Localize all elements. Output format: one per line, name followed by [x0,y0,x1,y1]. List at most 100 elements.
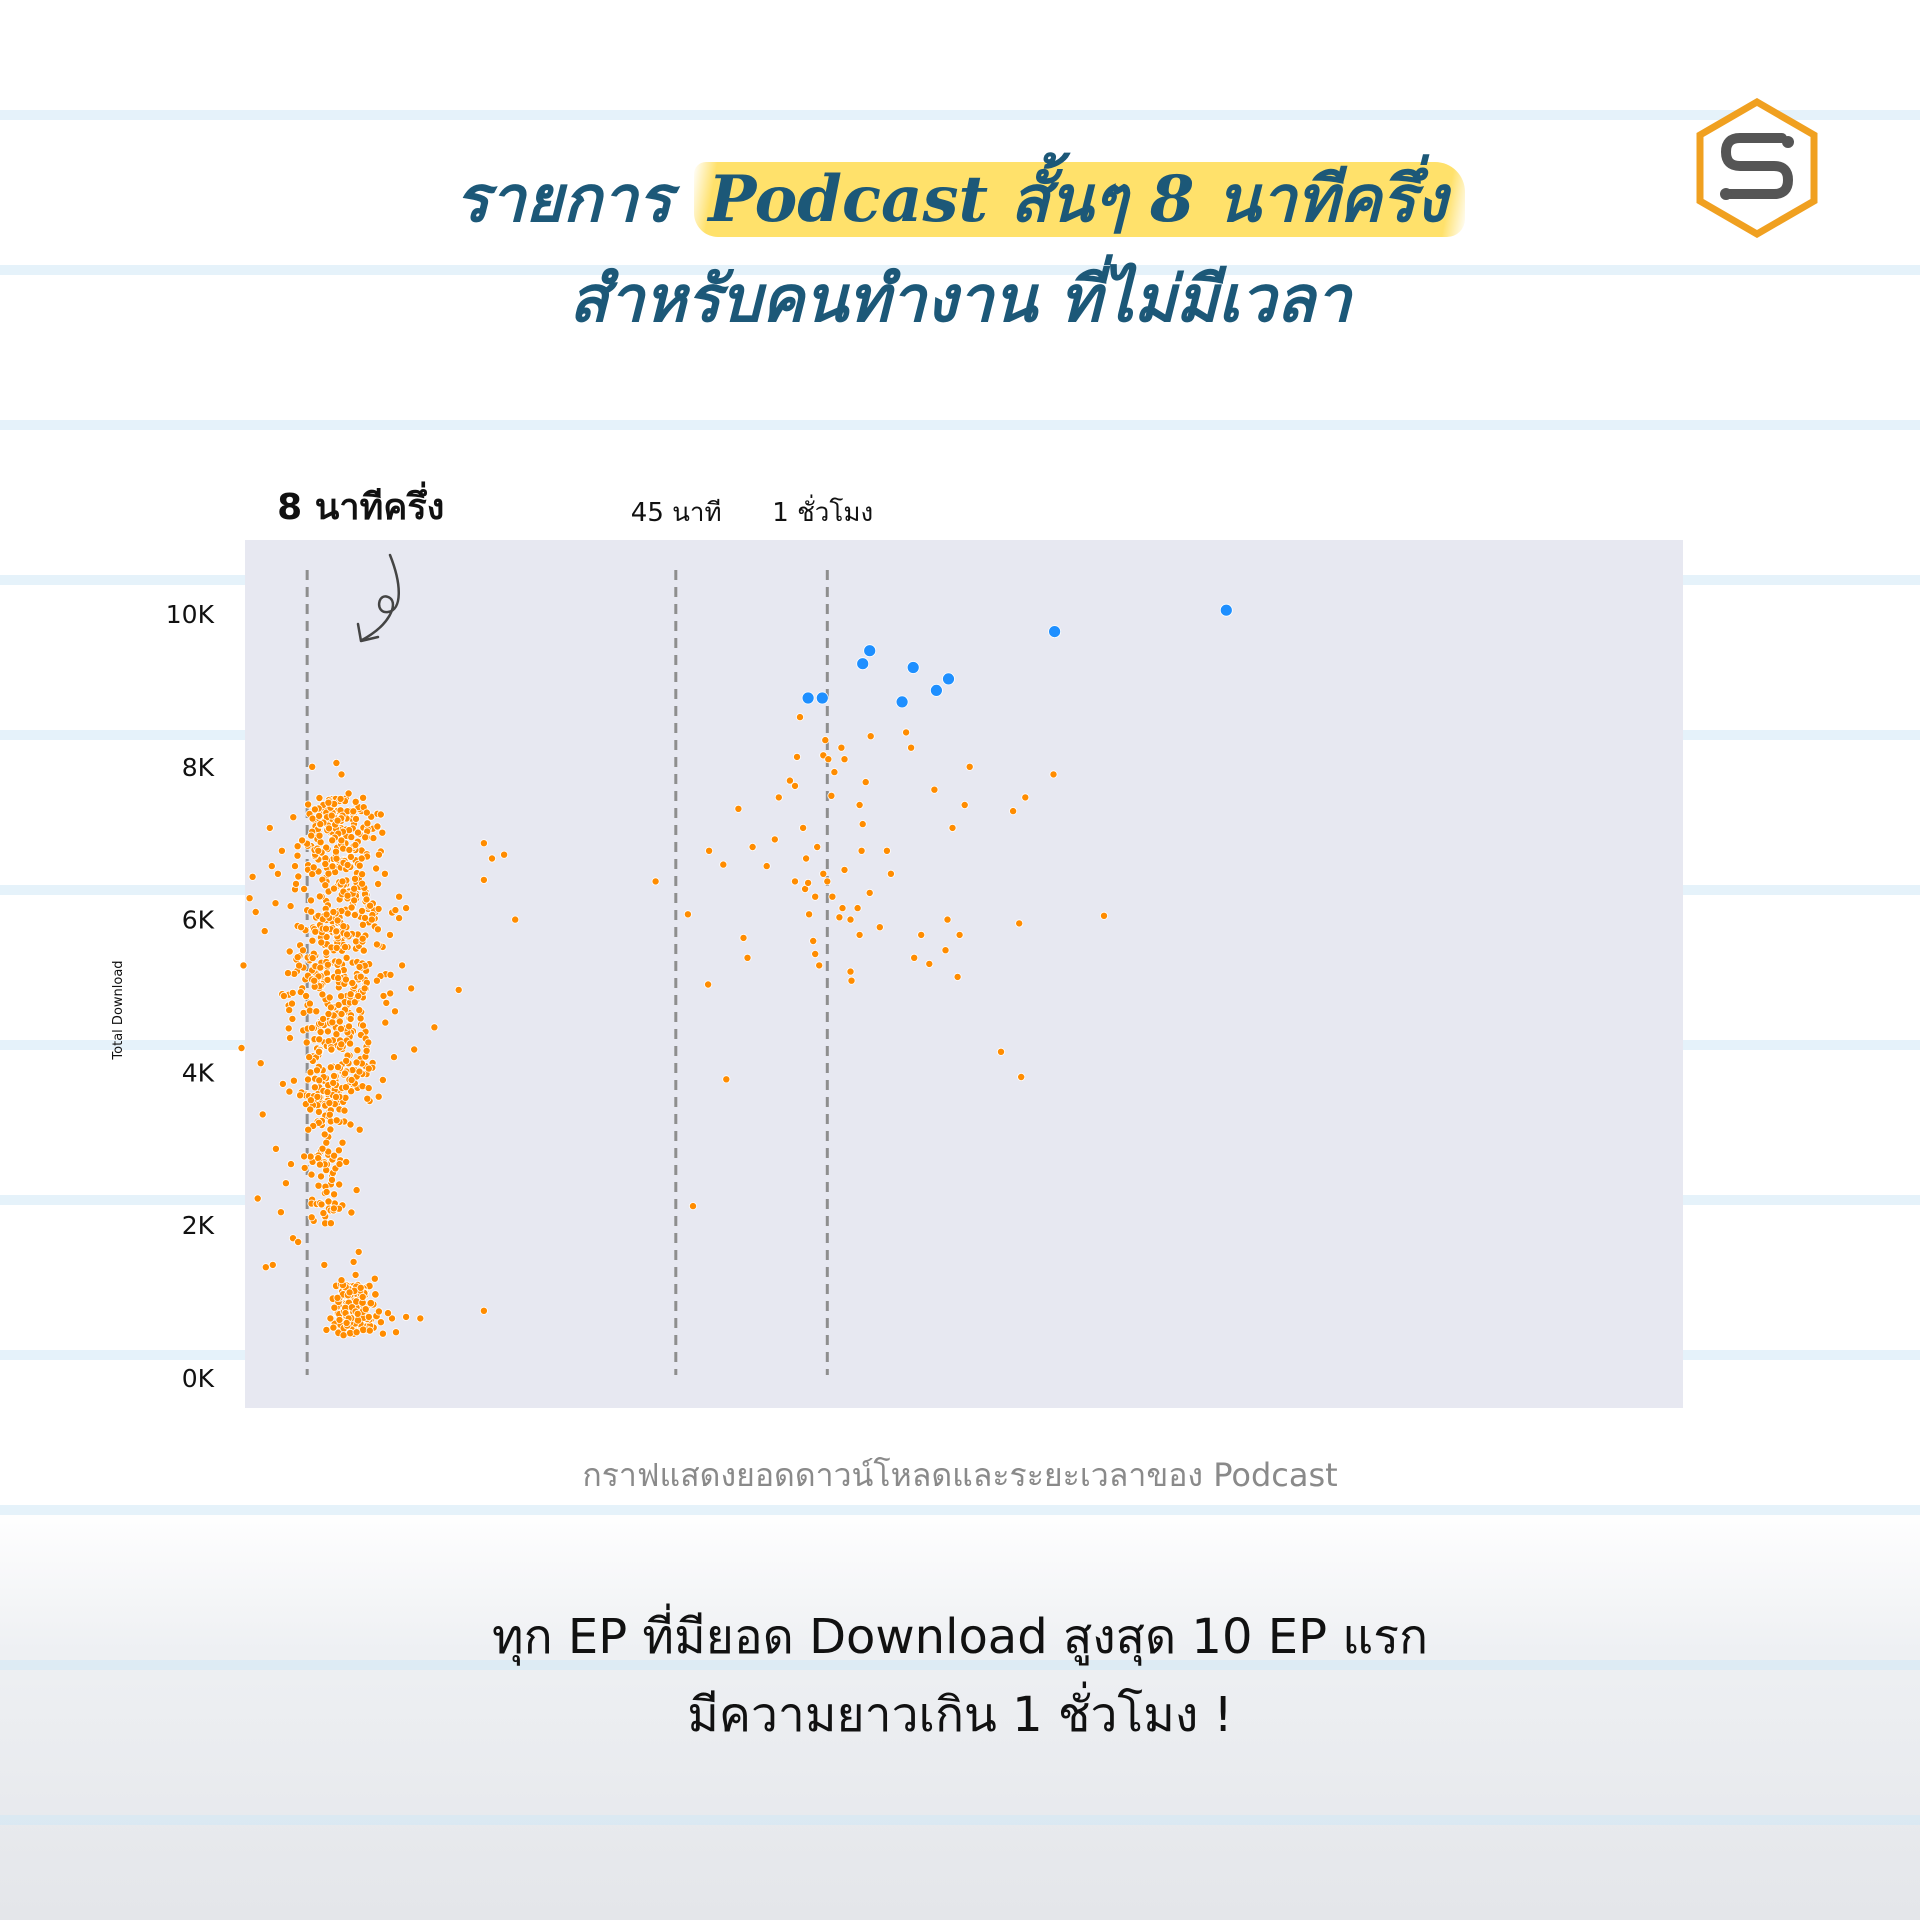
scatter-point [389,1053,398,1062]
scatter-point-top10 [801,691,815,705]
scatter-point-cluster [289,813,298,822]
scatter-point-cluster [327,811,336,820]
scatter-point [402,904,411,913]
scatter-point-cluster [337,992,346,1001]
scatter-point [941,946,950,955]
scatter-point [902,728,911,737]
scatter-point-cluster [353,1046,362,1055]
scatter-point [809,937,818,946]
scatter-point-cluster [306,896,315,905]
scatter-point [857,846,866,855]
scatter-point [325,1099,334,1108]
scatter-point [330,1303,339,1312]
scatter-point-cluster [355,1067,364,1076]
scatter-point [281,1179,290,1188]
scatter-point [374,850,383,859]
scatter-point [838,904,847,913]
scatter-point [813,843,822,852]
scatter-point [278,1079,287,1088]
scatter-point [353,1309,362,1318]
scatter-point-cluster [285,1087,294,1096]
scatter-point-cluster [332,927,341,936]
scatter-point-cluster [329,1204,338,1213]
scatter-point-cluster [378,828,387,837]
scatter-point-cluster [334,957,343,966]
scatter-point [511,915,520,924]
scatter-point [332,759,341,768]
scatter-point [828,892,837,901]
scatter-point [837,743,846,752]
scatter-point [361,1305,370,1314]
scatter-point [774,793,783,802]
scatter-point [297,923,306,932]
scatter-point [487,854,496,863]
scatter-point-cluster [321,924,330,933]
scatter-point-cluster [327,1175,336,1184]
scatter-point-cluster [381,1018,390,1027]
scatter-point [791,781,800,790]
scatter-point-cluster [374,880,383,889]
scatter-point-cluster [337,836,346,845]
scatter-point [907,743,916,752]
summary-line-1: ทุก EP ที่มียอด Download สูงสุด 10 EP แร… [491,1609,1429,1665]
scatter-point [846,967,855,976]
scatter-point-top10 [863,644,877,658]
scatter-point [479,1306,488,1315]
scatter-point [285,1034,294,1043]
scatter-point-cluster [352,1058,361,1067]
scatter-point [333,1293,342,1302]
y-tick-label: 0K [182,1364,215,1393]
scatter-point [347,1076,356,1085]
scatter-point [821,736,830,745]
scatter-point [358,934,367,943]
scatter-point [830,768,839,777]
scatter-point-cluster [373,925,382,934]
scatter-point [886,869,895,878]
scatter-point [312,1007,321,1016]
scatter-point [804,878,813,887]
scatter-point [762,862,771,871]
scatter-point-cluster [310,1083,319,1092]
scatter-point [793,752,802,761]
y-axis-label: Total Download [111,960,126,1060]
scatter-point-cluster [326,1063,335,1072]
scatter-point [811,892,820,901]
scatter-point-cluster [346,1120,355,1129]
scatter-point [245,894,254,903]
scatter-point-cluster [325,1110,334,1119]
scatter-point [362,808,371,817]
arrow-head-icon [356,622,380,643]
scatter-point [719,860,728,869]
scatter-point-top10 [856,657,870,671]
scatter-point-cluster [369,834,378,843]
scatter-point-cluster [307,1213,316,1222]
scatter-point [930,785,939,794]
scatter-point [327,1045,336,1054]
scatter-point-cluster [357,907,366,916]
scatter-point-cluster [322,843,331,852]
y-tick-label: 6K [182,906,215,935]
scatter-point-cluster [350,896,359,905]
scatter-point [846,915,855,924]
scatter-point-cluster [343,861,352,870]
scatter-point-cluster [338,1138,347,1147]
scatter-point-cluster [314,1154,323,1163]
scatter-point [827,791,836,800]
scatter-point [248,872,257,881]
scatter-point-cluster [391,906,400,915]
scatter-point-cluster [285,1006,294,1015]
scatter-point-cluster [305,1006,314,1015]
scatter-point [367,915,376,924]
scatter-point-cluster [333,1063,342,1072]
scatter-point-cluster [373,822,382,831]
scatter-point-cluster [379,991,388,1000]
scatter-point [349,1257,358,1266]
summary-note: ทุก EP ที่มียอด Download สูงสุด 10 EP แร… [0,1598,1920,1754]
scatter-point [770,835,779,844]
hexagon-s-logo-icon [1696,98,1818,238]
scatter-point [997,1047,1006,1056]
scatter-point [376,1318,385,1327]
scatter-point-cluster [351,814,360,823]
scatter-point-cluster [306,1068,315,1077]
